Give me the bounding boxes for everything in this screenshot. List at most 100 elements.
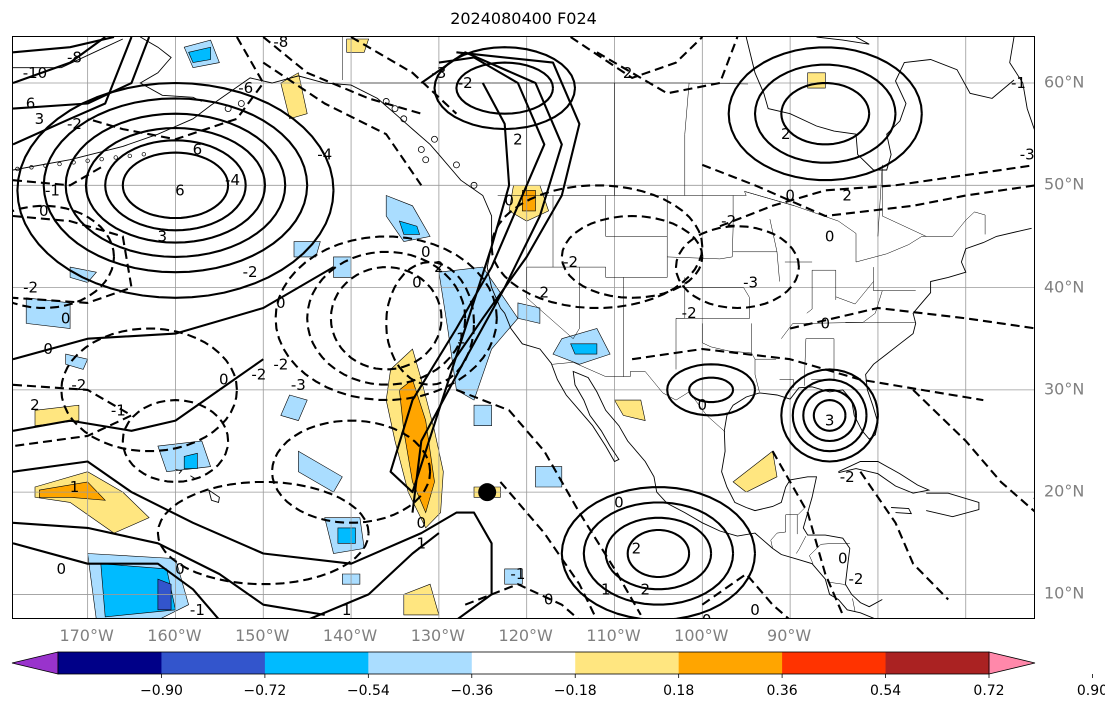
svg-text:0: 0: [276, 294, 286, 312]
svg-text:0: 0: [838, 550, 848, 568]
contour-label: 2: [781, 125, 791, 143]
svg-text:0: 0: [39, 202, 49, 220]
contour-label: 3: [825, 412, 835, 430]
svg-text:0: 0: [61, 309, 71, 327]
contour-label: 0: [702, 611, 712, 618]
contour-label: -2: [243, 263, 258, 281]
contour-label: -2: [458, 74, 473, 92]
contour-label: 0: [750, 601, 760, 619]
contour-label: -2: [251, 366, 266, 384]
contour-label: -2: [840, 468, 855, 486]
contour-label: -1: [111, 401, 126, 419]
svg-text:-3: -3: [431, 64, 446, 82]
contour-label: 0: [544, 591, 554, 609]
longitude-label: 90°W: [767, 626, 812, 645]
colorbar-segment: [264, 652, 369, 674]
contour-label: -3: [743, 273, 758, 291]
contour-label: 0: [276, 294, 286, 312]
svg-text:-2: -2: [682, 304, 697, 322]
contour-label: 0: [412, 273, 422, 291]
colorbar-tick-label: −0.90: [139, 683, 183, 699]
contour-label: 0: [614, 493, 624, 511]
latitude-label: 40°N: [1044, 277, 1085, 297]
contour-label: -1: [1011, 74, 1026, 92]
contour-label: 0: [825, 227, 835, 245]
svg-text:0: 0: [750, 601, 760, 619]
contour-label: 0: [417, 514, 427, 532]
svg-text:0: 0: [43, 340, 53, 358]
svg-text:0: 0: [175, 560, 185, 578]
contour-label: 1: [342, 601, 352, 619]
svg-text:0: 0: [614, 493, 624, 511]
contour-label: 6: [193, 141, 203, 159]
svg-text:1: 1: [417, 534, 427, 552]
location-marker[interactable]: [478, 483, 497, 502]
svg-text:0: 0: [544, 591, 554, 609]
colorbar-tick-label: −0.72: [243, 683, 287, 699]
contour-label: 0: [39, 202, 49, 220]
contour-label: 0: [785, 187, 795, 205]
contour-label: 0: [57, 560, 67, 578]
svg-text:-8: -8: [273, 37, 288, 51]
contour-label: -2: [563, 253, 578, 271]
contour-labels: -10-8-863 -2-6-4-3-266-43-2-10-200-2-10-2…: [23, 37, 1034, 619]
colorbar-segment: [58, 652, 162, 674]
svg-text:6: 6: [193, 141, 203, 159]
contour-label: -1: [190, 601, 205, 619]
contour-label: 2: [539, 284, 549, 302]
contour-label: 2: [434, 258, 444, 276]
svg-text:-6: -6: [238, 79, 253, 97]
contour-label: -2: [71, 376, 86, 394]
svg-text:-1: -1: [45, 181, 60, 199]
svg-text:1: 1: [70, 478, 80, 496]
longitude-label: 140°W: [322, 626, 378, 645]
svg-text:-2: -2: [71, 376, 86, 394]
svg-text:1: 1: [601, 580, 611, 598]
contour-label: -4: [225, 171, 240, 189]
longitude-label: 170°W: [59, 626, 114, 645]
svg-text:0: 0: [785, 187, 795, 205]
colorbar-segment: [885, 652, 990, 674]
map-canvas[interactable]: -10-8-863 -2-6-4-3-266-43-2-10-200-2-10-2…: [13, 37, 1035, 619]
contour-label: 2: [623, 64, 633, 82]
svg-text:-1: -1: [1011, 74, 1026, 92]
svg-text:2: 2: [632, 539, 642, 557]
colorbar-tick-label: 0.18: [663, 683, 695, 699]
latitude-label: 10°N: [1044, 583, 1085, 603]
contour-label: -2: [721, 212, 736, 230]
svg-text:-2: -2: [243, 263, 258, 281]
colorbar-over-extension: [988, 651, 1036, 675]
colorbar-segment: [368, 652, 473, 674]
contour-label: -3: [291, 376, 306, 394]
longitude-label: 100°W: [674, 626, 729, 645]
contour-label: 2: [632, 539, 642, 557]
contour-label: 1: [70, 478, 80, 496]
map-panel[interactable]: -10 -8 -8 6 3 -2 -6 -4 -3 -2 6 6 -4 3 -2 -1 0 -2 0 0 -2 -1 0 -2…: [12, 36, 1035, 619]
contour-label: -2: [273, 355, 288, 373]
contour-label: -4: [317, 146, 332, 164]
svg-text:-2: -2: [273, 355, 288, 373]
map-title: 2024080400 F024: [450, 9, 597, 28]
contour-label: 6: [175, 181, 185, 199]
shaded-anomaly-fields: [25, 38, 826, 618]
svg-text:2: 2: [30, 396, 40, 414]
svg-text:2: 2: [539, 284, 549, 302]
contour-label: -1: [45, 181, 60, 199]
svg-text:2: 2: [623, 64, 633, 82]
svg-text:-3: -3: [743, 273, 758, 291]
svg-text:-4: -4: [317, 146, 332, 164]
svg-text:-3: -3: [291, 376, 306, 394]
longitude-label: 110°W: [586, 626, 641, 645]
contour-label: -6: [238, 79, 253, 97]
colorbar-segment: [575, 652, 680, 674]
svg-text:3: 3: [825, 412, 835, 430]
svg-text:2: 2: [434, 258, 444, 276]
colorbar-segment: [161, 652, 266, 674]
svg-text:1: 1: [342, 601, 352, 619]
svg-text:-1: -1: [190, 601, 205, 619]
contour-label: -2: [23, 279, 38, 297]
svg-text:-2: -2: [563, 253, 578, 271]
colorbar-segment: [782, 652, 887, 674]
svg-text:2: 2: [842, 187, 852, 205]
contour-label: 2: [30, 396, 40, 414]
